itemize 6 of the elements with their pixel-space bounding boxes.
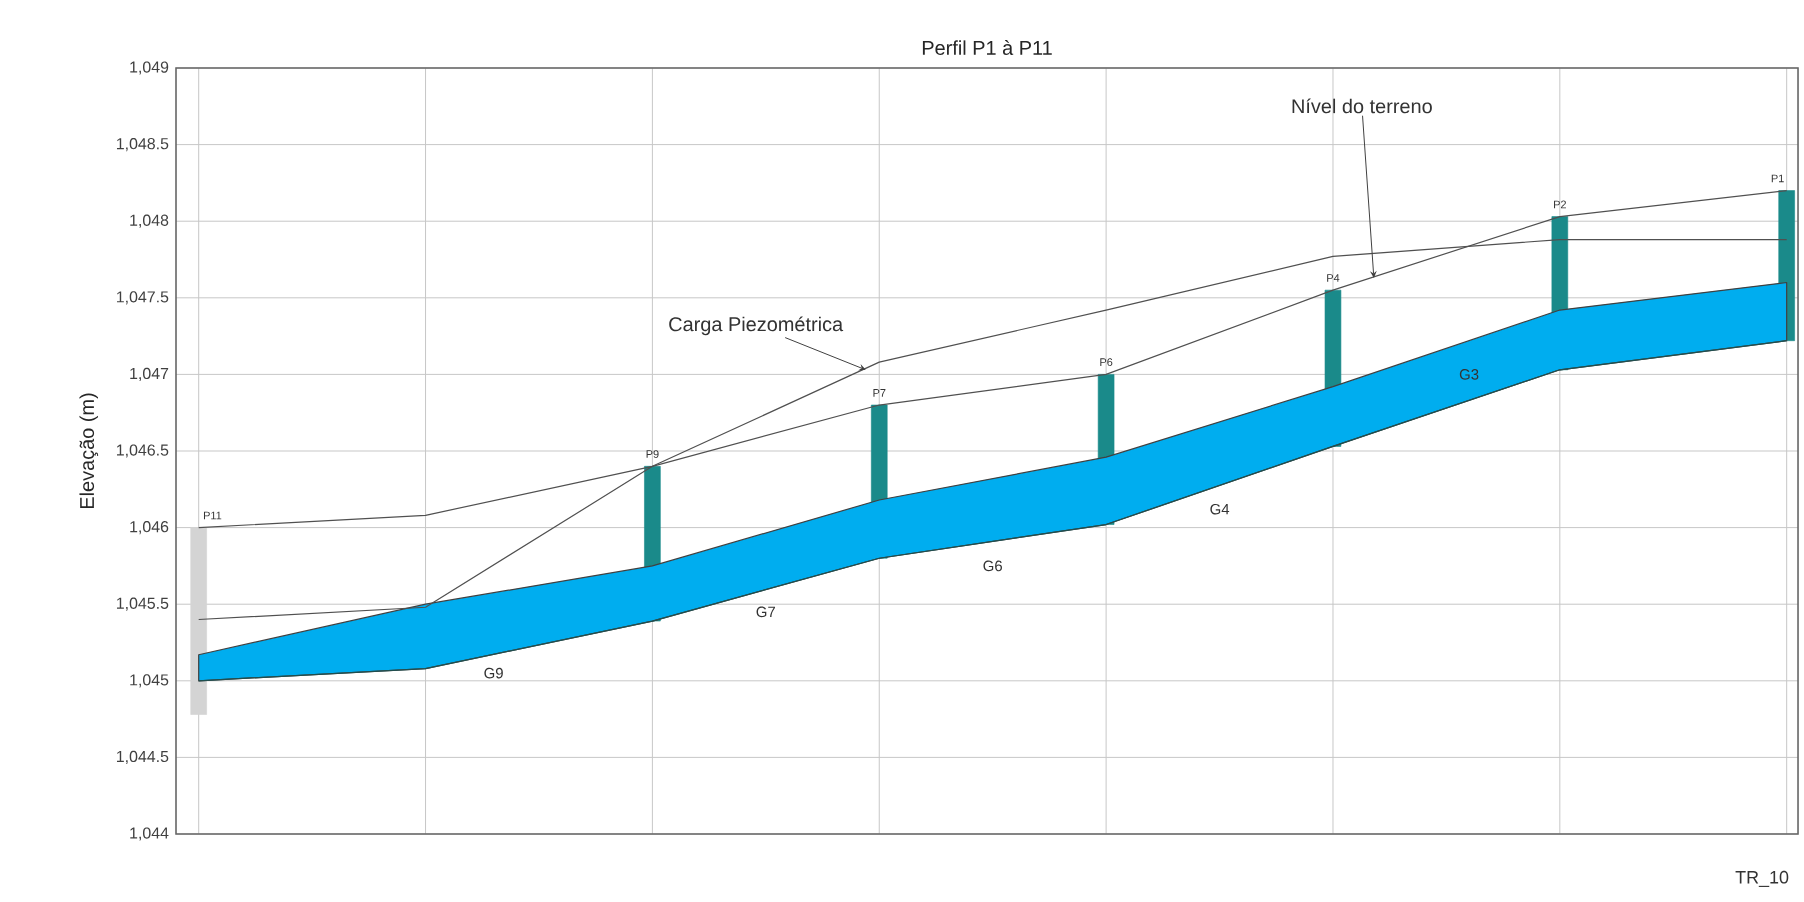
bar [190, 527, 207, 715]
y-axis-title: Elevação (m) [79, 393, 99, 509]
annotation: Carga Piezométrica [669, 316, 844, 336]
text: TR_10 [1735, 870, 1789, 887]
chart-title: Perfil P1 à P11 [922, 40, 1052, 55]
annotation: Nível do terreno [1292, 98, 1432, 114]
